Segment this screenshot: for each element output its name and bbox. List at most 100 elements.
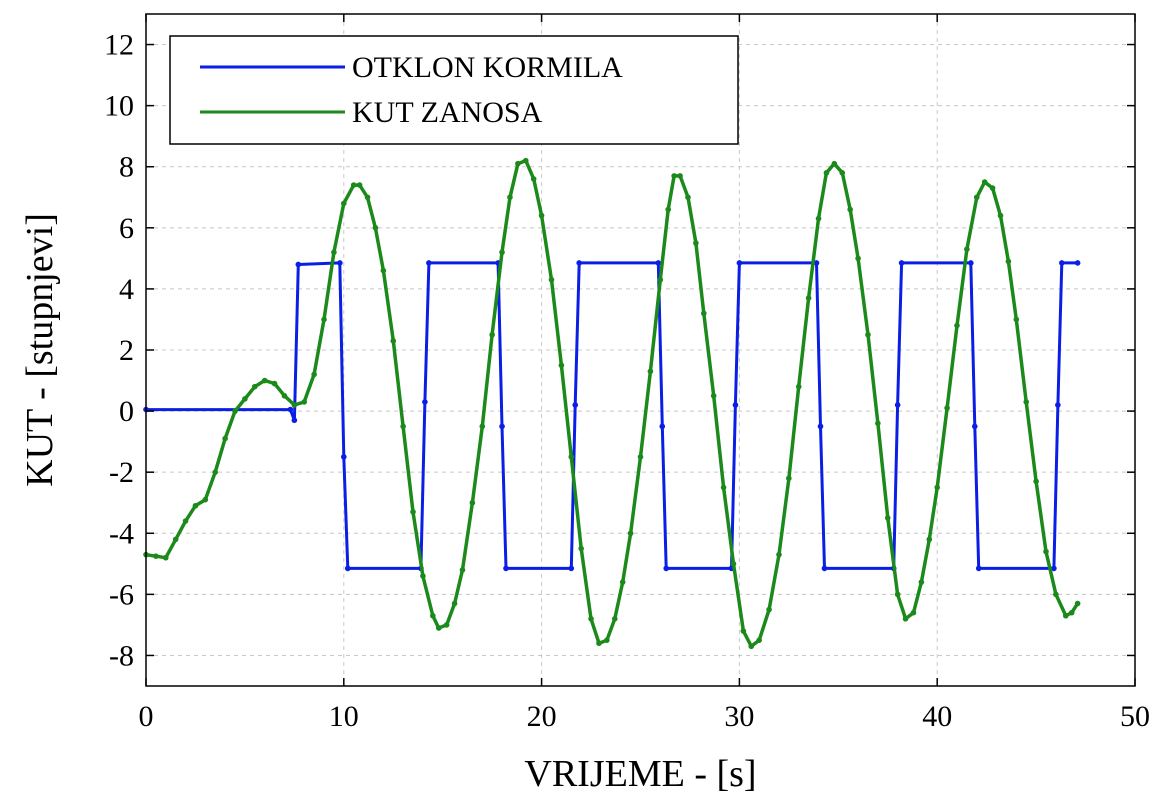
- series-point: [720, 484, 727, 491]
- series-point: [192, 502, 199, 509]
- series-point: [422, 399, 428, 405]
- series-point: [1051, 565, 1057, 572]
- series-point: [627, 530, 634, 537]
- series-point: [350, 182, 357, 188]
- series-point: [356, 182, 363, 188]
- series-point: [657, 276, 664, 283]
- y-tick-label: 0: [119, 395, 134, 428]
- series-point: [693, 240, 699, 246]
- series-point: [232, 408, 238, 414]
- series-point: [153, 553, 159, 559]
- series-point: [212, 469, 219, 475]
- y-tick-label: 6: [119, 212, 134, 245]
- x-tick-label: 20: [527, 700, 557, 733]
- y-tick-label: 2: [119, 334, 134, 367]
- x-tick-label: 0: [139, 700, 154, 733]
- series-point: [748, 643, 755, 650]
- series-point: [380, 267, 387, 274]
- series-point: [817, 423, 824, 430]
- series-point: [435, 625, 442, 631]
- series-point: [515, 160, 521, 167]
- series-point: [954, 322, 960, 329]
- series-point: [172, 536, 179, 543]
- series-point: [281, 393, 288, 399]
- series-point: [677, 173, 683, 179]
- y-tick-label: 8: [119, 151, 134, 184]
- series-point: [665, 206, 671, 213]
- series-point: [619, 579, 626, 585]
- series-point: [1023, 399, 1030, 405]
- series-point: [222, 435, 228, 442]
- series-point: [430, 612, 436, 619]
- series-point: [507, 194, 513, 201]
- series-point: [538, 212, 545, 219]
- series-point: [971, 423, 978, 430]
- series-point: [831, 160, 838, 167]
- series-point: [732, 402, 739, 408]
- series-point: [548, 276, 555, 283]
- series-point: [736, 260, 743, 266]
- legend: OTKLON KORMILA KUT ZANOSA: [169, 35, 739, 145]
- series-point: [1074, 600, 1081, 607]
- series-point: [855, 255, 861, 262]
- series-point: [443, 622, 450, 628]
- series-point: [671, 173, 677, 179]
- series-point: [756, 637, 762, 643]
- series-point: [902, 616, 909, 622]
- series-line-1: [145, 158, 1080, 649]
- series-point: [968, 260, 974, 266]
- series-point: [576, 260, 582, 266]
- series-point: [815, 215, 822, 222]
- y-tick-label: -6: [109, 578, 134, 611]
- series-point: [522, 157, 529, 164]
- series-point: [301, 399, 308, 405]
- series-point: [910, 609, 917, 616]
- series-point: [647, 368, 654, 375]
- y-tick-label: -2: [109, 456, 134, 489]
- series-point: [489, 331, 495, 338]
- series-point: [805, 295, 812, 301]
- series-point: [839, 170, 846, 176]
- series-point: [926, 536, 933, 543]
- series-point: [1043, 548, 1049, 555]
- series-point: [823, 170, 830, 176]
- series-point: [459, 567, 466, 573]
- y-axis-label: KUT - [stupnjevi]: [19, 213, 61, 487]
- series-point: [997, 212, 1004, 219]
- series-point: [1059, 260, 1065, 266]
- legend-box: [169, 35, 739, 145]
- series-point: [261, 377, 268, 384]
- series-point: [469, 499, 476, 506]
- series-point: [884, 515, 891, 521]
- series-point: [451, 600, 458, 607]
- series-point: [364, 194, 371, 201]
- series-point: [271, 380, 278, 387]
- series-point: [400, 423, 406, 430]
- series-point: [1062, 612, 1069, 619]
- series-point: [710, 393, 717, 399]
- series-point: [410, 509, 416, 515]
- series-point: [1053, 591, 1059, 598]
- legend-entry-kut-zanosa: KUT ZANOSA: [352, 96, 543, 129]
- axis-ticks: 0 10 20 30 40 50 -8 -6 -4 -2 0 2 4 6 8 10 12: [104, 14, 1150, 733]
- series-point: [291, 417, 298, 424]
- series-point: [700, 310, 707, 317]
- series-point: [989, 185, 996, 191]
- series-point: [740, 628, 747, 634]
- series-point: [766, 606, 772, 613]
- series-point: [372, 225, 379, 231]
- series-point: [786, 475, 792, 482]
- series-point: [503, 565, 509, 572]
- series-point: [295, 261, 302, 268]
- series-point: [776, 551, 782, 558]
- series-point: [685, 194, 691, 201]
- series-point: [558, 362, 565, 369]
- series-point: [291, 402, 298, 408]
- series-point: [1055, 402, 1061, 408]
- series-point: [918, 579, 925, 585]
- series-point: [162, 554, 169, 561]
- series-point: [730, 561, 737, 567]
- y-tick-label: 12: [104, 29, 134, 62]
- series-point: [499, 249, 505, 256]
